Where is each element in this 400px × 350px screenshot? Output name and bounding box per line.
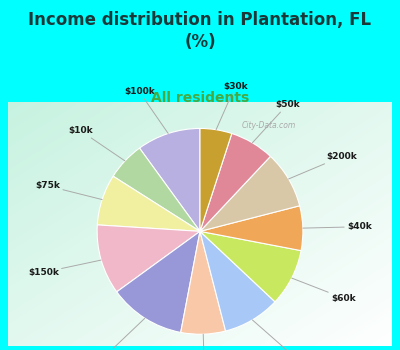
Wedge shape <box>97 225 200 292</box>
Text: $60k: $60k <box>292 278 356 303</box>
Text: $50k: $50k <box>252 100 300 143</box>
Text: $30k: $30k <box>216 82 248 130</box>
Wedge shape <box>200 231 275 331</box>
Wedge shape <box>200 133 270 231</box>
Text: $10k: $10k <box>68 126 125 161</box>
Text: $125k: $125k <box>90 318 145 350</box>
Wedge shape <box>200 231 301 302</box>
Text: $40k: $40k <box>303 222 372 231</box>
Text: Income distribution in Plantation, FL
(%): Income distribution in Plantation, FL (%… <box>28 10 372 51</box>
Wedge shape <box>200 206 303 251</box>
Wedge shape <box>113 148 200 231</box>
Text: $200k: $200k <box>288 152 357 179</box>
Text: $100k: $100k <box>124 87 168 133</box>
Text: $20k: $20k <box>192 334 217 350</box>
Wedge shape <box>200 156 300 231</box>
Text: All residents: All residents <box>151 91 249 105</box>
Text: > $200k: > $200k <box>252 320 316 350</box>
Wedge shape <box>97 176 200 231</box>
Text: $150k: $150k <box>28 260 101 277</box>
Wedge shape <box>117 231 200 332</box>
Text: $75k: $75k <box>35 181 102 200</box>
Wedge shape <box>140 128 200 231</box>
Wedge shape <box>181 231 226 334</box>
Text: City-Data.com: City-Data.com <box>242 121 296 131</box>
Wedge shape <box>200 128 232 231</box>
